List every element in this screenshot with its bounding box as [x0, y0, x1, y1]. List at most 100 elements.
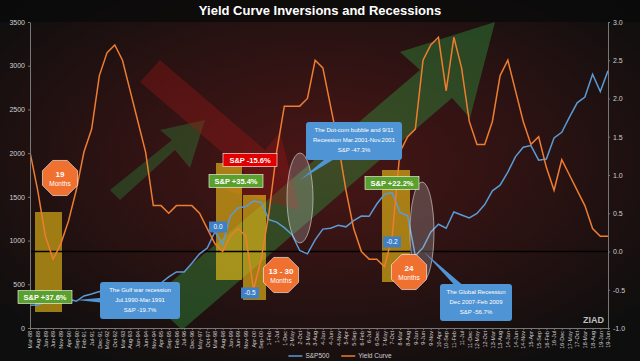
tick: 6-Jul [366, 328, 372, 343]
tick: -0.5 [608, 286, 625, 293]
tick: 9-Jan [413, 328, 419, 345]
value-box [241, 288, 259, 299]
tick-label: Aug-88 [35, 331, 41, 349]
tick-mark [69, 328, 70, 330]
tick-label: Mar-98 [212, 331, 218, 348]
tick-mark [608, 328, 609, 330]
tick: 2-May [289, 328, 295, 346]
tick-label: 18-Aug [590, 331, 596, 349]
annotations: S&P +37.6%S&P +35.4%S&P -15.6%S&P +22.2%… [18, 122, 604, 325]
tick: 15-Sep [536, 328, 542, 349]
tick-mark [169, 328, 170, 330]
tick: 18-Mar [582, 328, 588, 348]
annotation-text: S&P -47.3% [338, 147, 371, 153]
tick: 13-Mar [490, 328, 496, 348]
tick-mark [300, 328, 301, 330]
tick-label: 2-Oct [297, 331, 303, 345]
background [0, 0, 640, 361]
tick-label: 16-Jul [551, 331, 557, 346]
tick-mark [408, 328, 409, 330]
tick-label: Jun-94 [143, 331, 149, 348]
tick-label: 15-Apr [528, 331, 534, 348]
tick: 2.5 [608, 57, 623, 64]
tick-label: 13-Mar [490, 331, 496, 349]
tick: 14-Nov [520, 328, 526, 349]
annotation-box [365, 177, 419, 190]
tick-mark [307, 328, 308, 330]
value-box [209, 222, 227, 233]
tick-label: 6-Jul [366, 331, 372, 343]
tick-label: Feb-96 [174, 331, 180, 348]
tick-label: Sep-00 [258, 331, 264, 349]
tick-mark [608, 60, 610, 61]
tick: Apr-95 [158, 328, 164, 348]
tick: 12-Oct [482, 328, 488, 348]
tick-label: 16-Dec [559, 331, 565, 349]
tick: Sep-00 [258, 328, 264, 349]
tick: 1.0 [608, 172, 623, 179]
title-band [0, 0, 640, 22]
tick-mark [161, 328, 162, 330]
tick: 3500 [9, 19, 30, 26]
tick-mark [469, 328, 470, 330]
tick: 2-Oct [297, 328, 303, 344]
tick-label: 2.5 [613, 57, 623, 64]
legend: S&P500Yield Curve [288, 352, 392, 359]
tick: Aug-88 [35, 328, 41, 349]
tick-label: 1.5 [613, 133, 623, 140]
tick: 9-Nov [428, 328, 434, 346]
tick: 3-Aug [312, 328, 318, 346]
tick-label: 9-Jan [413, 331, 419, 345]
tick: Jun-94 [143, 328, 149, 348]
tick-label: 0.5 [613, 210, 623, 217]
tick-mark [192, 328, 193, 330]
tick-mark [30, 328, 31, 330]
tick-mark [92, 328, 93, 330]
tick: -1.0 [608, 325, 625, 332]
tick-label: 3.0 [613, 19, 623, 26]
tick-mark [253, 328, 254, 330]
tick-mark [454, 328, 455, 330]
series-line [30, 37, 608, 289]
tick-label: 8-Mar [397, 331, 403, 346]
tick-label: 16-Feb [544, 331, 550, 348]
tick-mark [415, 328, 416, 330]
callout-box [100, 282, 180, 319]
tick-label: Sep-95 [166, 331, 172, 349]
tick-mark [354, 328, 355, 330]
tick-label: May-97 [197, 331, 203, 349]
tick: 11-Feb [451, 328, 457, 348]
tick-label: Oct-92 [112, 331, 118, 348]
tick: 14-Jun [513, 328, 519, 348]
recession-highlight [287, 153, 313, 243]
tick-label: Apr-95 [158, 331, 164, 348]
tick-mark [608, 99, 610, 100]
annotation-text: -0.5 [244, 289, 256, 296]
zero-line [30, 251, 608, 253]
tick: 2000 [9, 150, 30, 157]
tick-label: 7-May [382, 331, 388, 347]
tick: 8-Mar [397, 328, 403, 345]
annotation-text: The Dot-com bubble and 9/11 [315, 127, 395, 133]
tick: 1-Feb [266, 328, 272, 345]
tick-mark [577, 328, 578, 330]
tick: 4-Nov [336, 328, 342, 346]
tick-label: 17-Oct [574, 331, 580, 348]
annotation-text: Months [398, 274, 420, 281]
tick: Sep-95 [166, 328, 172, 349]
tick-label: 3000 [9, 62, 25, 69]
tick-label: 2.0 [613, 95, 623, 102]
tick-mark [53, 328, 54, 330]
tick: 17-Oct [574, 328, 580, 348]
tick: 12-May [474, 328, 480, 349]
tick-mark [516, 328, 517, 330]
tick: Nov-99 [243, 328, 249, 349]
tick-label: 12-Oct [482, 331, 488, 348]
tick: 7-Oct [389, 328, 395, 344]
annotation-box [223, 154, 277, 167]
tick: Oct-97 [205, 328, 211, 348]
annotation-text: 19 [56, 170, 65, 179]
tick: Mar-98 [212, 328, 218, 348]
tick: 6-Dec [374, 328, 380, 346]
tick-mark [277, 328, 278, 330]
